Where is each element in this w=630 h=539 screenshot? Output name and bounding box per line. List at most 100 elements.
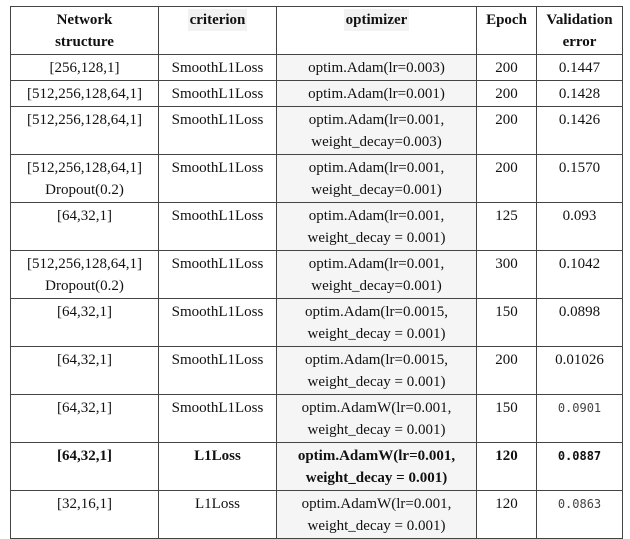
cell-epoch: 150 bbox=[476, 394, 537, 443]
optimizer-text: weight_decay=0.001) bbox=[311, 182, 442, 198]
cell-optimizer: optim.Adam(lr=0.001, weight_decay=0.001) bbox=[276, 154, 477, 203]
table-header: Network structure criterion optimizer Ep… bbox=[10, 6, 623, 55]
cell-criterion: SmoothL1Loss bbox=[158, 202, 277, 251]
header-network-structure-line1: Network bbox=[56, 12, 113, 28]
cell-optimizer: optim.Adam(lr=0.0015, weight_decay = 0.00… bbox=[276, 298, 477, 347]
header-epoch: Epoch bbox=[476, 6, 537, 55]
cell-epoch: 200 bbox=[476, 106, 537, 155]
optimizer-text: optim.Adam(lr=0.001, bbox=[308, 208, 445, 224]
cell-network-structure: [64,32,1] bbox=[10, 298, 159, 347]
network-structure-text: [64,32,1] bbox=[57, 352, 112, 368]
cell-optimizer: optim.Adam(lr=0.0015, weight_decay = 0.00… bbox=[276, 346, 477, 395]
header-validation-error-line2: error bbox=[562, 34, 597, 50]
optimizer-text: weight_decay = 0.001) bbox=[307, 374, 446, 390]
optimizer-text: weight_decay=0.003) bbox=[311, 134, 442, 150]
cell-criterion: SmoothL1Loss bbox=[158, 106, 277, 155]
optimizer-text: weight_decay = 0.001) bbox=[307, 230, 446, 246]
table-row: [32,16,1] L1Loss optim.AdamW(lr=0.001, weig… bbox=[10, 490, 623, 539]
cell-epoch: 200 bbox=[476, 346, 537, 395]
cell-validation-error: 0.0887 bbox=[536, 442, 623, 491]
network-structure-text: [512,256,128,64,1] bbox=[27, 160, 142, 176]
network-structure-text: [512,256,128,64,1] bbox=[27, 86, 142, 102]
header-optimizer-label: optimizer bbox=[343, 9, 410, 31]
cell-validation-error: 0.1042 bbox=[536, 250, 623, 299]
optimizer-text: weight_decay = 0.001) bbox=[307, 518, 446, 534]
cell-criterion: SmoothL1Loss bbox=[158, 250, 277, 299]
optimizer-text: weight_decay = 0.001) bbox=[307, 422, 446, 438]
header-row: Network structure criterion optimizer Ep… bbox=[10, 6, 623, 55]
cell-epoch: 120 bbox=[476, 490, 537, 539]
cell-network-structure: [512,256,128,64,1] bbox=[10, 106, 159, 155]
results-table-container: Network structure criterion optimizer Ep… bbox=[10, 6, 623, 539]
cell-network-structure: [64,32,1] bbox=[10, 346, 159, 395]
optimizer-text: optim.Adam(lr=0.0015, bbox=[304, 304, 449, 320]
cell-optimizer: optim.Adam(lr=0.001, weight_decay = 0.001… bbox=[276, 202, 477, 251]
cell-epoch: 125 bbox=[476, 202, 537, 251]
table-row: [512,256,128,64,1] Dropout(0.2) SmoothL1Lo… bbox=[10, 250, 623, 299]
cell-epoch: 120 bbox=[476, 442, 537, 491]
cell-optimizer: optim.Adam(lr=0.001, weight_decay=0.001) bbox=[276, 250, 477, 299]
cell-optimizer: optim.Adam(lr=0.003) bbox=[276, 54, 477, 81]
cell-optimizer: optim.AdamW(lr=0.001, weight_decay = 0.00… bbox=[276, 442, 477, 491]
cell-network-structure: [256,128,1] bbox=[10, 54, 159, 81]
cell-network-structure: [64,32,1] bbox=[10, 394, 159, 443]
optimizer-text: optim.Adam(lr=0.003) bbox=[308, 60, 445, 76]
optimizer-text: optim.Adam(lr=0.001) bbox=[308, 86, 445, 102]
table-row: [256,128,1] SmoothL1Loss optim.Adam(lr=0.0… bbox=[10, 54, 623, 81]
header-network-structure-line2: structure bbox=[55, 34, 114, 50]
cell-optimizer: optim.AdamW(lr=0.001, weight_decay = 0.00… bbox=[276, 490, 477, 539]
cell-criterion: SmoothL1Loss bbox=[158, 298, 277, 347]
network-structure-text: [64,32,1] bbox=[57, 208, 112, 224]
cell-criterion: SmoothL1Loss bbox=[158, 394, 277, 443]
cell-network-structure: [512,256,128,64,1] Dropout(0.2) bbox=[10, 154, 159, 203]
cell-network-structure: [512,256,128,64,1] Dropout(0.2) bbox=[10, 250, 159, 299]
network-structure-text: Dropout(0.2) bbox=[45, 182, 124, 198]
table-row: [64,32,1] SmoothL1Loss optim.Adam(lr=0.001… bbox=[10, 346, 623, 395]
cell-epoch: 200 bbox=[476, 54, 537, 81]
optimizer-text: optim.Adam(lr=0.001, bbox=[308, 256, 445, 272]
optimizer-text: optim.AdamW(lr=0.001, bbox=[301, 496, 452, 512]
network-structure-text: [256,128,1] bbox=[49, 60, 120, 76]
cell-epoch: 200 bbox=[476, 80, 537, 107]
network-structure-text: [512,256,128,64,1] bbox=[27, 256, 142, 272]
optimizer-text: weight_decay = 0.001) bbox=[307, 326, 446, 342]
cell-network-structure: [512,256,128,64,1] bbox=[10, 80, 159, 107]
header-criterion: criterion bbox=[158, 6, 277, 55]
cell-epoch: 150 bbox=[476, 298, 537, 347]
network-structure-text: [64,32,1] bbox=[57, 448, 112, 464]
network-structure-text: [512,256,128,64,1] bbox=[27, 112, 142, 128]
table-row: [64,32,1] L1Loss optim.AdamW(lr=0.001, weig… bbox=[10, 442, 623, 491]
optimizer-text: optim.AdamW(lr=0.001, bbox=[301, 400, 452, 416]
cell-validation-error: 0.1570 bbox=[536, 154, 623, 203]
cell-validation-error: 0.0901 bbox=[536, 394, 623, 443]
optimizer-text: optim.Adam(lr=0.0015, bbox=[304, 352, 449, 368]
optimizer-text: weight_decay = 0.001) bbox=[305, 470, 448, 486]
optimizer-text: optim.Adam(lr=0.001, bbox=[308, 112, 445, 128]
header-optimizer: optimizer bbox=[276, 6, 477, 55]
table-row: [64,32,1] SmoothL1Loss optim.AdamW(lr=0.00… bbox=[10, 394, 623, 443]
table-row: [64,32,1] SmoothL1Loss optim.Adam(lr=0.001… bbox=[10, 202, 623, 251]
header-validation-error-line1: Validation bbox=[546, 12, 613, 28]
optimizer-text: weight_decay=0.001) bbox=[311, 278, 442, 294]
optimizer-text: optim.Adam(lr=0.001, bbox=[308, 160, 445, 176]
cell-network-structure: [64,32,1] bbox=[10, 202, 159, 251]
cell-criterion: L1Loss bbox=[158, 442, 277, 491]
cell-optimizer: optim.Adam(lr=0.001) bbox=[276, 80, 477, 107]
cell-validation-error: 0.093 bbox=[536, 202, 623, 251]
network-structure-text: [32,16,1] bbox=[57, 496, 112, 512]
cell-validation-error: 0.0898 bbox=[536, 298, 623, 347]
optimizer-text: optim.AdamW(lr=0.001, bbox=[297, 448, 456, 464]
cell-network-structure: [64,32,1] bbox=[10, 442, 159, 491]
table-row: [64,32,1] SmoothL1Loss optim.Adam(lr=0.001… bbox=[10, 298, 623, 347]
header-epoch-label: Epoch bbox=[486, 12, 527, 28]
table-row: [512,256,128,64,1] Dropout(0.2) SmoothL1Lo… bbox=[10, 154, 623, 203]
cell-criterion: SmoothL1Loss bbox=[158, 80, 277, 107]
cell-validation-error: 0.01026 bbox=[536, 346, 623, 395]
cell-validation-error: 0.1426 bbox=[536, 106, 623, 155]
results-table: Network structure criterion optimizer Ep… bbox=[10, 6, 623, 539]
cell-criterion: L1Loss bbox=[158, 490, 277, 539]
table-row: [512,256,128,64,1] SmoothL1Loss optim.Adam… bbox=[10, 106, 623, 155]
network-structure-text: [64,32,1] bbox=[57, 400, 112, 416]
table-body: [256,128,1] SmoothL1Loss optim.Adam(lr=0.0… bbox=[10, 54, 623, 539]
cell-validation-error: 0.1447 bbox=[536, 54, 623, 81]
